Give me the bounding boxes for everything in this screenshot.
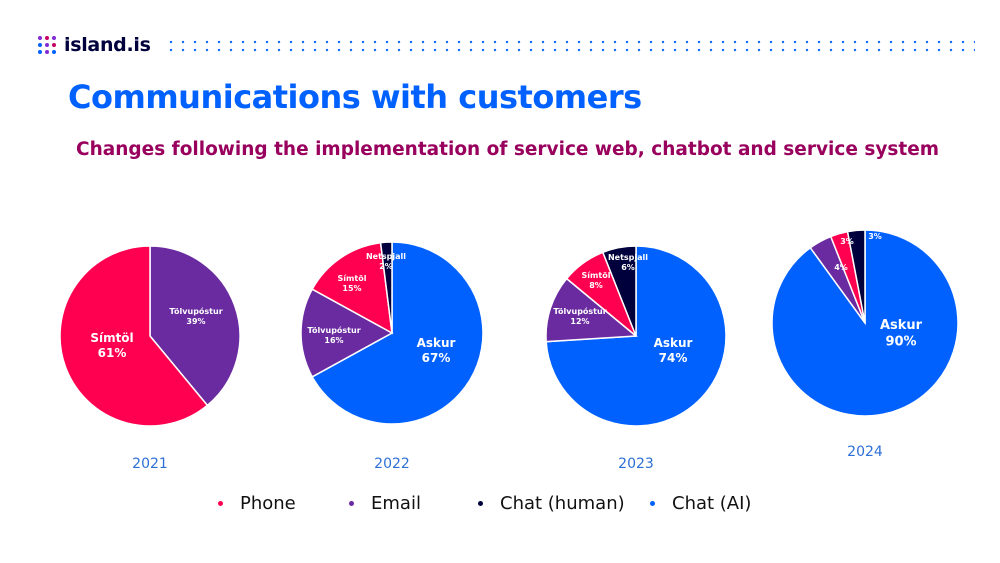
slice-value-2023-t-lvup-stur: 12% (570, 317, 589, 326)
chart-legend: Phone Email Chat (human) Chat (AI) (0, 493, 1000, 517)
brand-name: island.is (64, 34, 151, 56)
legend-label: Phone (240, 493, 296, 514)
slice-value-2023-s-mt-l: 8% (589, 281, 603, 290)
slice-value-2022-netspjall: 2% (379, 262, 393, 271)
slice-label-2023-s-mt-l: Símtöl (582, 271, 611, 280)
brand-logo[interactable]: island.is (38, 34, 151, 56)
slice-value-2023-netspjall: 6% (621, 263, 635, 272)
legend-item-chat-ai: Chat (AI) (650, 493, 751, 514)
legend-label: Chat (AI) (672, 493, 752, 514)
slice-label-2021-s-mt-l: Símtöl (90, 331, 133, 345)
pie-slice-2022-netspjall (379, 241, 393, 334)
slice-value-2022-s-mt-l: 15% (342, 284, 361, 293)
slice-value-2024-chat-human-: 3% (868, 232, 882, 241)
slice-value-2021-t-lvup-stur: 39% (186, 317, 205, 326)
pie-slice-2022-s-mt-l (311, 241, 393, 335)
pie-slice-2022-t-lvup-stur (300, 288, 394, 378)
pie-slice-2021-s-mt-l (59, 245, 209, 427)
legend-label: Chat (human) (500, 493, 625, 514)
legend-dot-icon (478, 501, 483, 506)
slice-label-2022-s-mt-l: Símtöl (338, 274, 367, 283)
pie-slice-2023-netspjall (601, 245, 637, 337)
slice-label-2022-t-lvup-stur: Tölvupóstur (307, 325, 360, 335)
slice-value-2024-phone: 3% (840, 237, 854, 246)
slice-label-2023-t-lvup-stur: Tölvupóstur (553, 306, 606, 316)
year-label-2021: 2021 (132, 456, 168, 472)
legend-item-chat-human: Chat (human) (478, 493, 625, 514)
slice-label-2022-netspjall: Netspjall (366, 252, 406, 261)
slice-value-2023-askur: 74% (659, 351, 688, 365)
slice-label-2024-askur: Askur (880, 318, 923, 333)
slice-label-2023-netspjall: Netspjall (608, 253, 648, 262)
page-subtitle: Changes following the implementation of … (76, 139, 940, 160)
year-label-2023: 2023 (618, 456, 654, 472)
legend-dot-icon (218, 501, 223, 506)
slice-value-2022-askur: 67% (422, 351, 451, 365)
slice-value-2021-s-mt-l: 61% (98, 346, 127, 360)
legend-dot-icon (349, 501, 354, 506)
logo-dots-icon (38, 36, 56, 54)
year-label-2024: 2024 (847, 444, 883, 460)
legend-label: Email (371, 493, 421, 514)
pie-slice-2023-t-lvup-stur (545, 277, 638, 343)
pie-slice-2022-askur (311, 241, 484, 425)
page-title: Communications with customers (68, 78, 642, 116)
legend-item-phone: Phone (218, 493, 296, 514)
slice-label-2021-t-lvup-stur: Tölvupóstur (169, 306, 222, 316)
slice-value-2024-askur: 90% (885, 334, 916, 349)
slice-value-2022-t-lvup-stur: 16% (324, 336, 343, 345)
legend-dot-icon (650, 501, 655, 506)
slice-label-2022-askur: Askur (417, 336, 456, 350)
year-label-2022: 2022 (374, 456, 410, 472)
pie-slice-2024-chat-human- (846, 229, 866, 324)
slice-value-2024-email: 4% (834, 263, 848, 272)
dotted-divider (165, 38, 975, 54)
pie-slice-2021-t-lvup-stur (149, 245, 241, 407)
slice-label-2023-askur: Askur (654, 336, 693, 350)
legend-item-email: Email (349, 493, 421, 514)
